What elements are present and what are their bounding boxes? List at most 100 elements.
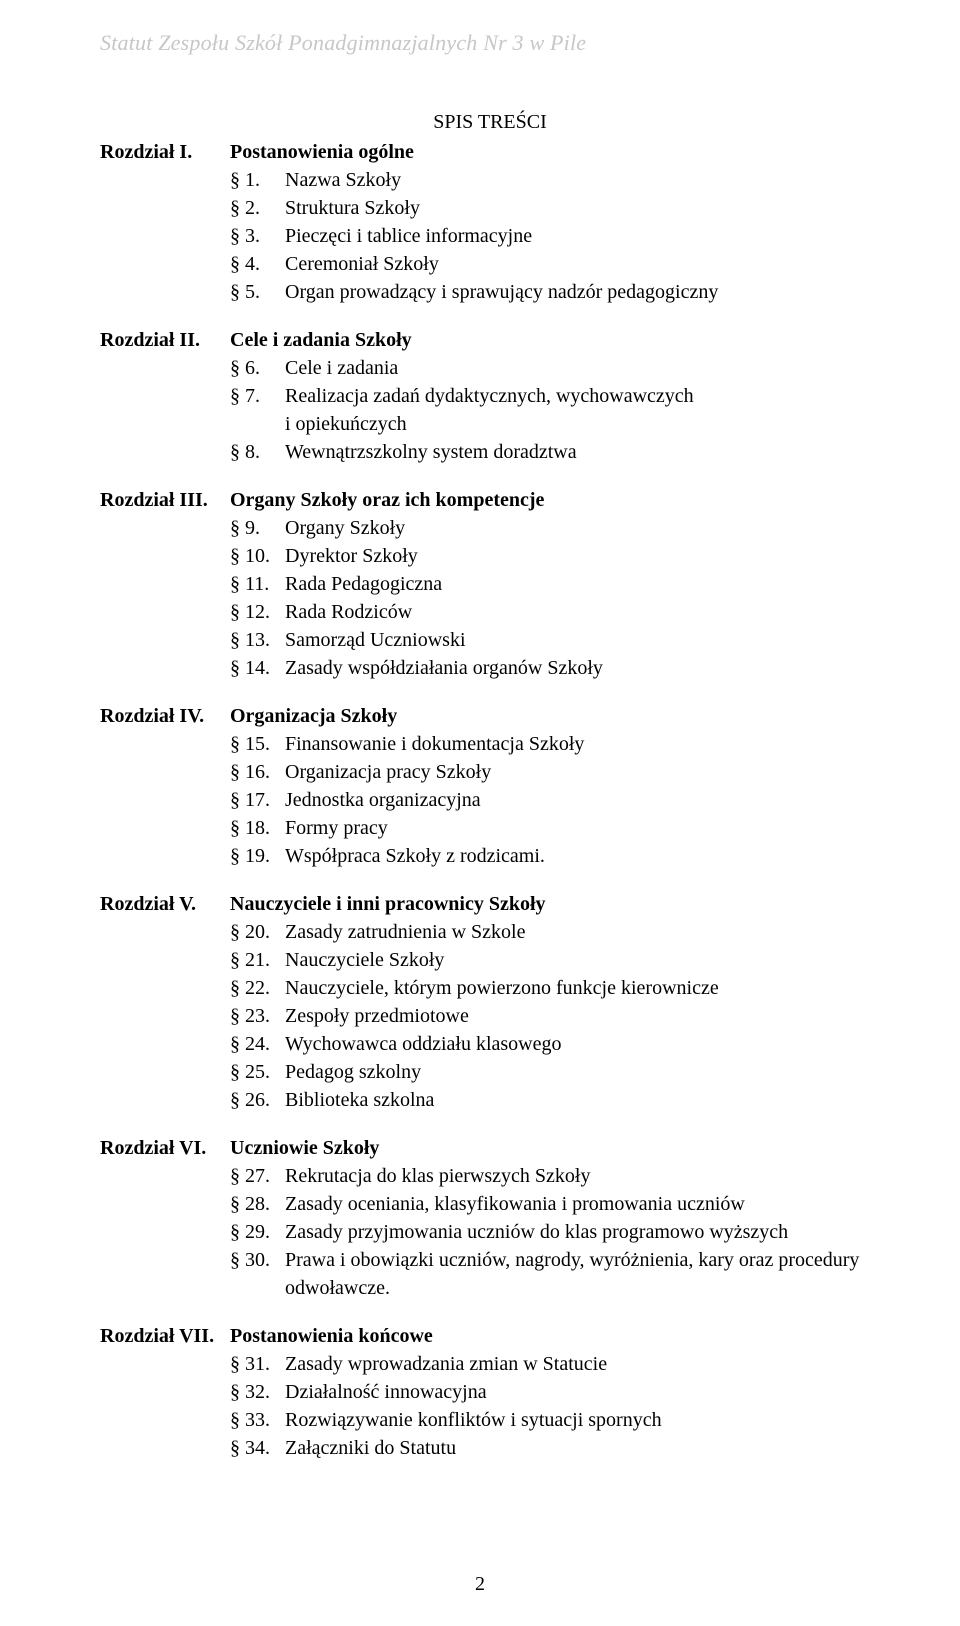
item-number: § 28. <box>230 1190 285 1218</box>
item-number: § 15. <box>230 730 285 758</box>
section-items: § 27.Rekrutacja do klas pierwszych Szkoł… <box>230 1162 880 1302</box>
item-text: Pieczęci i tablice informacyjne <box>285 222 880 250</box>
toc-item: § 16.Organizacja pracy Szkoły <box>230 758 880 786</box>
item-text: Dyrektor Szkoły <box>285 542 880 570</box>
toc-item: § 8.Wewnątrzszkolny system doradztwa <box>230 438 880 466</box>
section-title: Uczniowie Szkoły <box>230 1137 379 1159</box>
item-text: Zasady przyjmowania uczniów do klas prog… <box>285 1218 880 1246</box>
item-number: § 23. <box>230 1002 285 1030</box>
item-text: Zasady współdziałania organów Szkoły <box>285 654 880 682</box>
toc-item: § 12.Rada Rodziców <box>230 598 880 626</box>
toc-item: § 22.Nauczyciele, którym powierzono funk… <box>230 974 880 1002</box>
item-number: § 30. <box>230 1246 285 1274</box>
section-items: § 1.Nazwa Szkoły§ 2.Struktura Szkoły§ 3.… <box>230 166 880 306</box>
toc-item: § 30.Prawa i obowiązki uczniów, nagrody,… <box>230 1246 880 1274</box>
toc-item: § 27.Rekrutacja do klas pierwszych Szkoł… <box>230 1162 880 1190</box>
item-text: Załączniki do Statutu <box>285 1434 880 1462</box>
section-heading: Rozdział V. Nauczyciele i inni pracownic… <box>100 890 880 918</box>
item-number: § 20. <box>230 918 285 946</box>
document-page: Statut Zespołu Szkół Ponadgimnazjalnych … <box>0 0 960 1626</box>
toc-section: Rozdział III. Organy Szkoły oraz ich kom… <box>100 486 880 682</box>
item-number: § 29. <box>230 1218 285 1246</box>
item-text: Samorząd Uczniowski <box>285 626 880 654</box>
section-items: § 6.Cele i zadania§ 7.Realizacja zadań d… <box>230 354 880 466</box>
section-items: § 31.Zasady wprowadzania zmian w Statuci… <box>230 1350 880 1462</box>
item-number: § 5. <box>230 278 285 306</box>
item-text: Współpraca Szkoły z rodzicami. <box>285 842 880 870</box>
item-number: § 6. <box>230 354 285 382</box>
toc-item: § 6.Cele i zadania <box>230 354 880 382</box>
item-text: Organy Szkoły <box>285 514 880 542</box>
toc-item: § 5.Organ prowadzący i sprawujący nadzór… <box>230 278 880 306</box>
item-text: Rekrutacja do klas pierwszych Szkoły <box>285 1162 880 1190</box>
toc-item: § 25.Pedagog szkolny <box>230 1058 880 1086</box>
section-items: § 20.Zasady zatrudnienia w Szkole§ 21.Na… <box>230 918 880 1114</box>
toc-item-continuation: i opiekuńczych <box>230 410 880 438</box>
item-number: § 26. <box>230 1086 285 1114</box>
toc-item: § 15.Finansowanie i dokumentacja Szkoły <box>230 730 880 758</box>
item-text: Cele i zadania <box>285 354 880 382</box>
section-label: Rozdział VI. <box>100 1134 225 1162</box>
item-number: § 12. <box>230 598 285 626</box>
item-number: § 7. <box>230 382 285 410</box>
toc-item: § 19.Współpraca Szkoły z rodzicami. <box>230 842 880 870</box>
toc-item: § 11.Rada Pedagogiczna <box>230 570 880 598</box>
section-heading: Rozdział I. Postanowienia ogólne <box>100 138 880 166</box>
toc-item: § 13.Samorząd Uczniowski <box>230 626 880 654</box>
toc-item: § 1.Nazwa Szkoły <box>230 166 880 194</box>
item-number: § 8. <box>230 438 285 466</box>
item-text: Zespoły przedmiotowe <box>285 1002 880 1030</box>
item-text: Wychowawca oddziału klasowego <box>285 1030 880 1058</box>
item-number: § 32. <box>230 1378 285 1406</box>
toc-body: Rozdział I. Postanowienia ogólne§ 1.Nazw… <box>100 138 880 1462</box>
section-heading: Rozdział VII. Postanowienia końcowe <box>100 1322 880 1350</box>
toc-item: § 28.Zasady oceniania, klasyfikowania i … <box>230 1190 880 1218</box>
item-text: Rada Pedagogiczna <box>285 570 880 598</box>
toc-item: § 21.Nauczyciele Szkoły <box>230 946 880 974</box>
toc-item: § 32.Działalność innowacyjna <box>230 1378 880 1406</box>
toc-item-continuation: odwoławcze. <box>230 1274 880 1302</box>
section-label: Rozdział I. <box>100 138 225 166</box>
toc-item: § 20.Zasady zatrudnienia w Szkole <box>230 918 880 946</box>
item-text: Struktura Szkoły <box>285 194 880 222</box>
item-number: § 33. <box>230 1406 285 1434</box>
item-number: § 22. <box>230 974 285 1002</box>
section-title: Postanowienia końcowe <box>230 1325 433 1347</box>
item-text: Formy pracy <box>285 814 880 842</box>
toc-section: Rozdział V. Nauczyciele i inni pracownic… <box>100 890 880 1114</box>
toc-item: § 31.Zasady wprowadzania zmian w Statuci… <box>230 1350 880 1378</box>
item-text: Pedagog szkolny <box>285 1058 880 1086</box>
item-number: § 34. <box>230 1434 285 1462</box>
item-number: § 31. <box>230 1350 285 1378</box>
section-label: Rozdział VII. <box>100 1322 225 1350</box>
toc-item: § 2.Struktura Szkoły <box>230 194 880 222</box>
toc-item: § 26.Biblioteka szkolna <box>230 1086 880 1114</box>
item-number: § 4. <box>230 250 285 278</box>
section-items: § 9.Organy Szkoły§ 10.Dyrektor Szkoły§ 1… <box>230 514 880 682</box>
toc-title: SPIS TREŚCI <box>100 111 880 134</box>
item-number: § 10. <box>230 542 285 570</box>
toc-section: Rozdział I. Postanowienia ogólne§ 1.Nazw… <box>100 138 880 306</box>
item-number: § 21. <box>230 946 285 974</box>
toc-section: Rozdział IV. Organizacja Szkoły§ 15.Fina… <box>100 702 880 870</box>
toc-item: § 17.Jednostka organizacyjna <box>230 786 880 814</box>
toc-item: § 3.Pieczęci i tablice informacyjne <box>230 222 880 250</box>
item-text: Jednostka organizacyjna <box>285 786 880 814</box>
toc-section: Rozdział VII. Postanowienia końcowe§ 31.… <box>100 1322 880 1462</box>
item-number: § 14. <box>230 654 285 682</box>
item-text: Organizacja pracy Szkoły <box>285 758 880 786</box>
section-heading: Rozdział VI. Uczniowie Szkoły <box>100 1134 880 1162</box>
item-number: § 17. <box>230 786 285 814</box>
toc-section: Rozdział VI. Uczniowie Szkoły§ 27.Rekrut… <box>100 1134 880 1302</box>
item-number: § 2. <box>230 194 285 222</box>
section-label: Rozdział III. <box>100 486 225 514</box>
item-text: Finansowanie i dokumentacja Szkoły <box>285 730 880 758</box>
section-heading: Rozdział III. Organy Szkoły oraz ich kom… <box>100 486 880 514</box>
section-items: § 15.Finansowanie i dokumentacja Szkoły§… <box>230 730 880 870</box>
item-text-cont: i opiekuńczych <box>285 410 407 438</box>
toc-item: § 7.Realizacja zadań dydaktycznych, wych… <box>230 382 880 410</box>
item-text: Nazwa Szkoły <box>285 166 880 194</box>
item-number: § 27. <box>230 1162 285 1190</box>
toc-item: § 23.Zespoły przedmiotowe <box>230 1002 880 1030</box>
toc-section: Rozdział II. Cele i zadania Szkoły§ 6.Ce… <box>100 326 880 466</box>
